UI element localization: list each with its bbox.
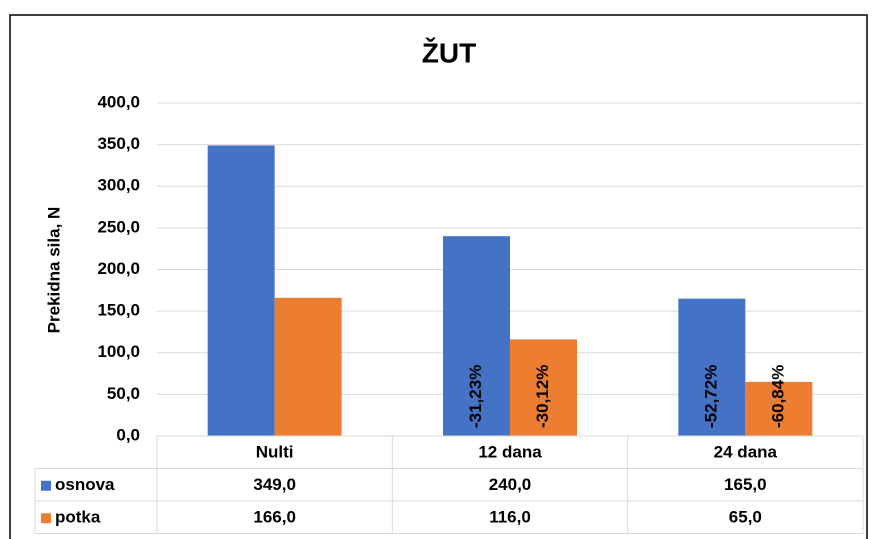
change-label: -52,72% [701,365,720,428]
y-tick-label: 250,0 [97,217,140,236]
table-value: 240,0 [489,475,532,494]
legend-swatch [41,513,51,524]
table-value: 65,0 [729,508,762,527]
x-tick-label: 12 dana [478,443,542,462]
change-label: -31,23% [466,365,485,428]
table-value: 165,0 [724,475,767,494]
bar [678,298,746,436]
bar [745,381,813,436]
legend-swatch [41,480,51,491]
bar [207,145,275,436]
table-value: 116,0 [489,508,531,527]
change-label: -30,12% [533,365,552,428]
y-tick-label: 50,0 [107,384,140,403]
change-label: -60,84% [768,365,787,428]
legend-label: osnova [55,475,115,494]
chart-title: ŽUT [422,37,476,68]
legend-label: potka [55,508,101,527]
y-tick-label: 350,0 [97,134,140,153]
bar [274,297,342,436]
y-tick-label: 150,0 [97,301,140,320]
chart-frame [9,14,868,539]
x-tick-label: 24 dana [714,443,778,462]
y-axis-label: Prekidna sila, N [44,207,63,334]
x-tick-label: Nulti [256,443,294,462]
bar [443,236,510,436]
y-tick-label: 200,0 [97,259,140,278]
y-tick-label: 400,0 [97,92,140,111]
table-value: 166,0 [253,508,296,527]
bar [510,339,577,436]
table-value: 349,0 [253,475,296,494]
y-tick-label: 300,0 [97,176,140,195]
y-tick-label: 100,0 [97,342,140,361]
y-tick-label: 0,0 [116,425,140,444]
